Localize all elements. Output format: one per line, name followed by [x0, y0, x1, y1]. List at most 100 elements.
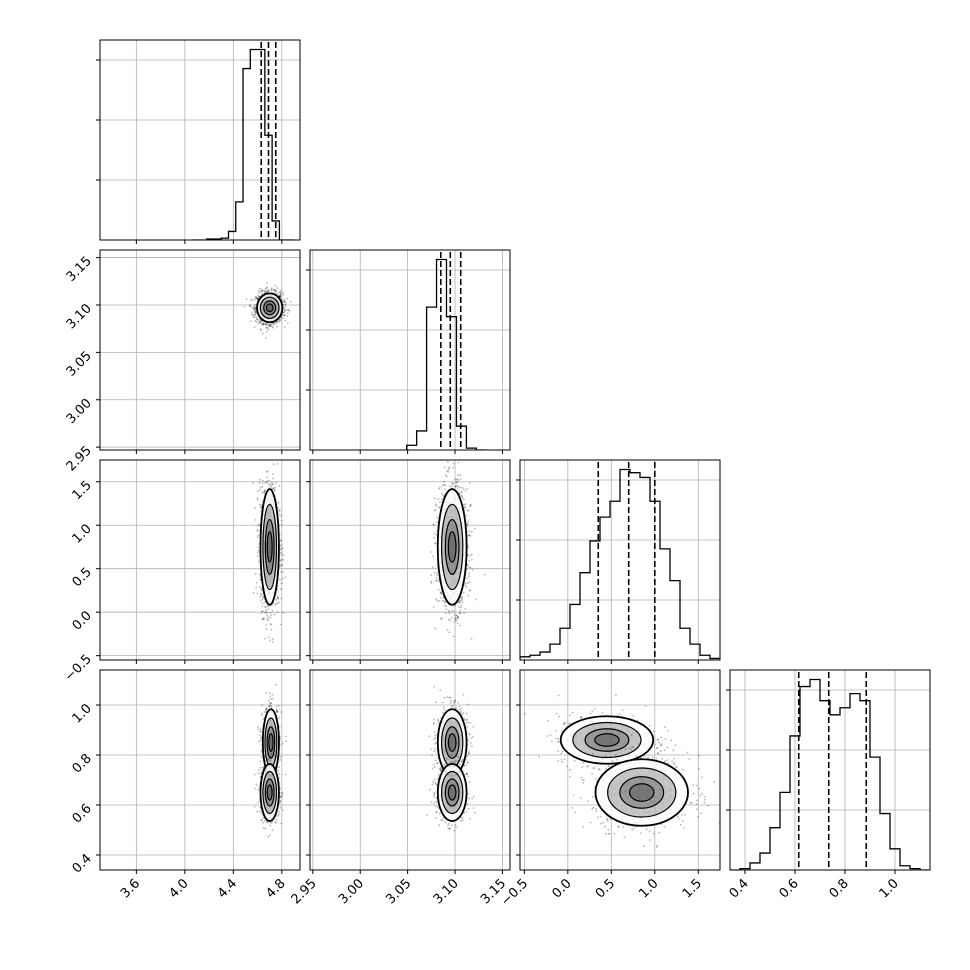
scatter-point — [280, 570, 283, 573]
scatter-point — [261, 332, 264, 335]
scatter-point — [262, 596, 265, 599]
scatter-point — [270, 701, 273, 704]
scatter-point — [276, 321, 279, 324]
scatter-point — [276, 325, 278, 328]
scatter-point — [266, 326, 268, 329]
scatter-point — [245, 298, 248, 300]
scatter-point — [262, 618, 264, 620]
scatter-point — [264, 611, 267, 613]
scatter-point — [270, 289, 273, 291]
scatter-point — [275, 709, 278, 711]
scatter-point — [463, 611, 466, 614]
scatter-point — [261, 290, 263, 293]
scatter-point — [263, 490, 266, 492]
scatter-point — [460, 604, 463, 606]
scatter-point — [457, 461, 460, 464]
scatter-point — [256, 318, 258, 320]
scatter-point — [269, 623, 272, 625]
scatter-point — [458, 612, 461, 615]
scatter-point — [435, 580, 438, 582]
scatter-point — [274, 486, 276, 489]
scatter-point — [260, 329, 263, 331]
scatter-point — [249, 320, 252, 322]
scatter-point — [460, 495, 463, 498]
scatter-point — [454, 485, 457, 488]
scatter-point — [457, 601, 460, 604]
scatter-point — [278, 509, 281, 511]
scatter-point — [454, 478, 457, 481]
scatter-point — [453, 620, 456, 623]
scatter-point — [270, 288, 273, 291]
scatter-point — [286, 312, 289, 315]
scatter-point — [265, 609, 267, 612]
scatter-point — [260, 756, 263, 758]
y-tick-label: 1.0 — [70, 521, 95, 546]
scatter-point — [287, 322, 289, 324]
y-tick-label: 0.0 — [70, 608, 95, 633]
scatter-point — [284, 301, 287, 304]
scatter-point — [280, 548, 283, 551]
scatter-point — [255, 320, 258, 323]
scatter-point — [269, 325, 271, 328]
scatter-point — [257, 529, 259, 531]
scatter-point — [277, 597, 279, 600]
scatter-point — [265, 337, 267, 340]
scatter-point — [436, 572, 438, 574]
scatter-point — [265, 282, 268, 284]
scatter-point — [283, 309, 286, 312]
scatter-point — [468, 589, 471, 591]
scatter-point — [282, 554, 285, 557]
scatter-point — [430, 574, 433, 577]
scatter-point — [264, 481, 267, 484]
scatter-point — [278, 565, 281, 568]
scatter-point — [259, 478, 261, 481]
scatter-point — [454, 619, 457, 622]
scatter-point — [282, 317, 284, 320]
scatter-point — [281, 547, 284, 549]
scatter-point — [273, 322, 276, 324]
scatter-point — [259, 291, 262, 293]
scatter-panel-2-0: −0.50.00.51.01.5 — [62, 459, 301, 685]
scatter-point — [259, 596, 261, 598]
scatter-point — [265, 606, 267, 608]
scatter-point — [445, 608, 448, 611]
histogram-step — [520, 468, 720, 660]
scatter-point — [439, 592, 442, 595]
scatter-point — [259, 576, 262, 578]
scatter-point — [284, 314, 286, 316]
scatter-point — [446, 470, 449, 473]
density-contour — [259, 296, 280, 320]
scatter-point — [259, 320, 262, 323]
scatter-point — [255, 296, 258, 299]
scatter-point — [254, 303, 257, 306]
scatter-point — [434, 497, 436, 500]
scatter-point — [282, 311, 285, 313]
scatter-point — [468, 530, 471, 533]
scatter-point — [273, 489, 276, 492]
scatter-point — [269, 698, 272, 700]
scatter-point — [269, 639, 271, 642]
scatter-point — [261, 491, 263, 494]
scatter-point — [252, 313, 255, 316]
scatter-point — [278, 295, 281, 298]
scatter-point — [444, 601, 447, 604]
scatter-point — [281, 554, 284, 556]
scatter-point — [465, 586, 468, 589]
scatter-point — [259, 319, 262, 321]
scatter-point — [276, 611, 279, 613]
scatter-point — [278, 319, 281, 322]
scatter-point — [283, 314, 285, 317]
scatter-point — [261, 618, 264, 621]
scatter-point — [258, 321, 261, 324]
scatter-point — [260, 320, 263, 322]
scatter-point — [269, 323, 272, 326]
scatter-point — [448, 611, 451, 613]
scatter-point — [468, 566, 471, 568]
scatter-point — [461, 601, 464, 603]
scatter-point — [278, 726, 281, 728]
scatter-point — [439, 506, 441, 508]
scatter-point — [449, 485, 451, 487]
panel-frame — [309, 459, 511, 661]
scatter-point — [254, 572, 257, 575]
scatter-point — [253, 326, 256, 328]
